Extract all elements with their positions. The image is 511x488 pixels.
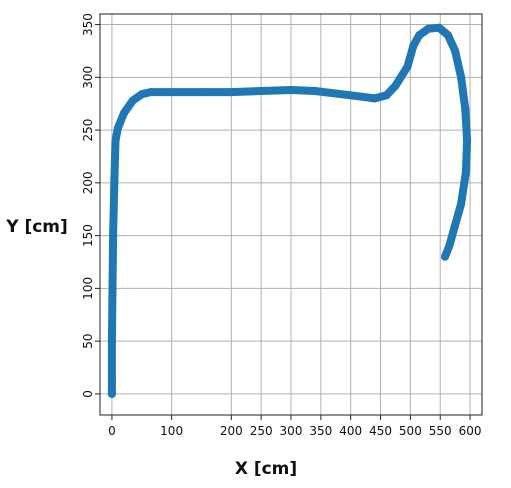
trajectory-point xyxy=(107,379,116,388)
trajectory-point xyxy=(111,136,120,145)
trajectory-point xyxy=(435,23,444,32)
x-tick-label: 300 xyxy=(280,424,303,438)
trajectory-line xyxy=(107,23,472,398)
y-tick-label: 0 xyxy=(81,390,95,398)
trajectory-point xyxy=(113,123,122,132)
trajectory-point xyxy=(109,231,118,240)
x-tick-label: 200 xyxy=(220,424,243,438)
trajectory-point xyxy=(451,221,460,230)
y-tick-label: 300 xyxy=(81,66,95,89)
trajectory-point xyxy=(227,88,236,97)
trajectory-point xyxy=(403,62,412,71)
trajectory-point xyxy=(424,24,433,33)
trajectory-point xyxy=(146,88,155,97)
trajectory-point xyxy=(167,88,176,97)
trajectory-point xyxy=(463,136,472,145)
trajectory-point xyxy=(457,199,466,208)
trajectory-point xyxy=(415,31,424,40)
trajectory-point xyxy=(137,90,146,99)
trajectory-point xyxy=(409,41,418,50)
x-tick-label: 400 xyxy=(339,424,362,438)
x-axis-label: X [cm] xyxy=(235,459,297,479)
trajectory-point xyxy=(440,252,449,261)
trajectory-point xyxy=(461,168,470,177)
x-tick-label: 0 xyxy=(108,424,116,438)
y-tick-label: 250 xyxy=(81,119,95,142)
trajectory-point xyxy=(461,104,470,113)
y-tick-label: 150 xyxy=(81,224,95,247)
trajectory-point xyxy=(128,96,137,105)
trajectory-point xyxy=(119,109,128,118)
x-tick-label: 600 xyxy=(459,424,482,438)
trajectory-point xyxy=(445,242,454,251)
trajectory-point xyxy=(197,88,206,97)
trajectory-point xyxy=(107,337,116,346)
trajectory-point xyxy=(287,85,295,94)
trajectory-point xyxy=(457,73,466,82)
x-tick-label: 350 xyxy=(309,424,332,438)
trajectory-point xyxy=(451,46,460,55)
grid xyxy=(100,14,482,415)
x-tick-label: 500 xyxy=(399,424,422,438)
trajectory-point xyxy=(391,81,400,90)
trajectory-point xyxy=(110,178,119,187)
tick-layer: 0 100 200 250 300 350 400 450 500 550 600 0 50 100 150… xyxy=(81,13,482,438)
trajectory-point xyxy=(443,31,452,40)
y-axis-label: Y [cm] xyxy=(5,217,68,237)
y-tick-label: 100 xyxy=(81,277,95,300)
trajectory-point xyxy=(108,284,117,293)
trajectory-point xyxy=(346,91,355,100)
y-tick-label: 200 xyxy=(81,171,95,194)
y-tick-label: 50 xyxy=(81,333,95,348)
trajectory-point xyxy=(310,87,319,96)
x-tick-label: 100 xyxy=(160,424,183,438)
x-tick-label: 250 xyxy=(250,424,273,438)
trajectory-point xyxy=(382,91,391,100)
y-tick-label: 350 xyxy=(81,13,95,36)
trajectory-point xyxy=(370,94,379,103)
trajectory-point xyxy=(257,87,266,96)
x-tick-label: 550 xyxy=(429,424,452,438)
trajectory-point xyxy=(107,389,116,398)
series-layer xyxy=(107,23,472,398)
x-tick-label: 450 xyxy=(369,424,392,438)
